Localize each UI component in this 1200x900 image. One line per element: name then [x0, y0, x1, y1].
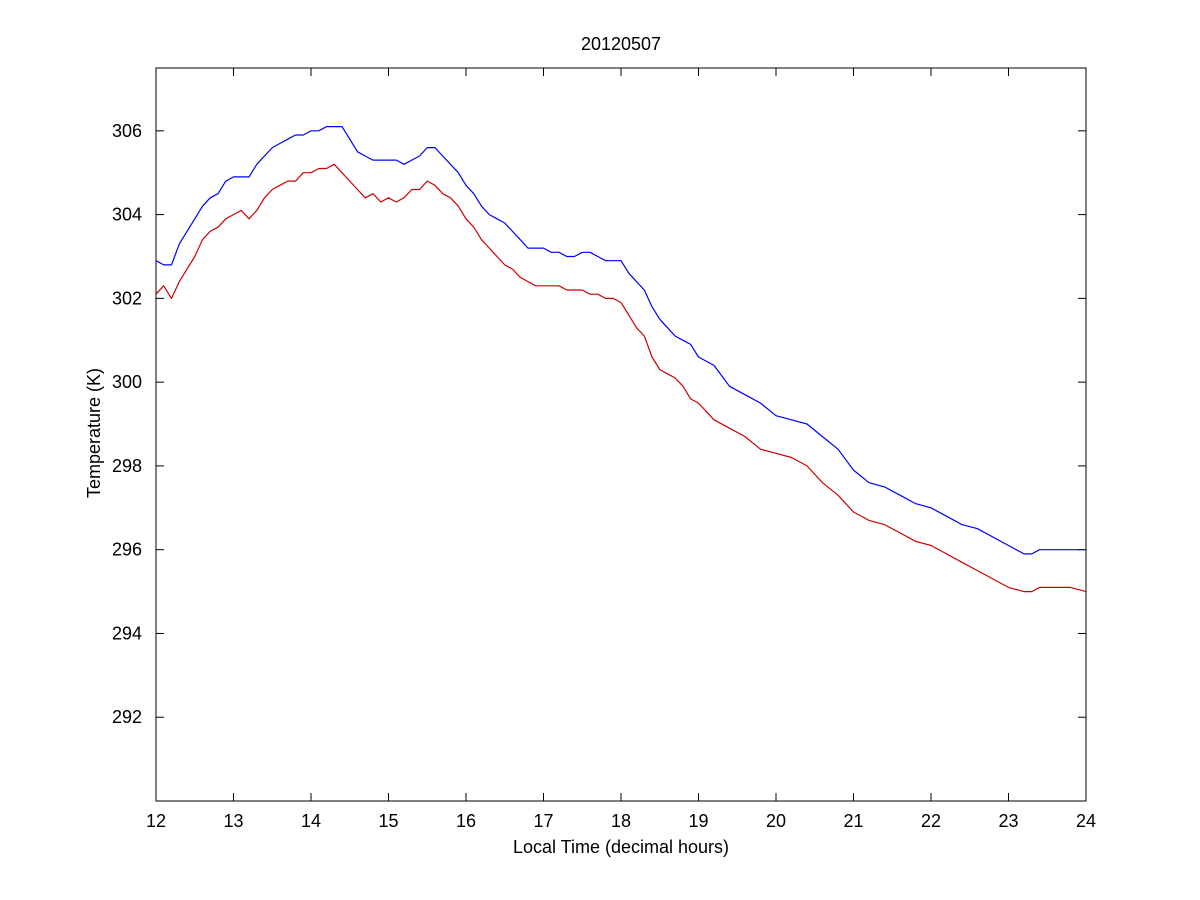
- y-tick-label-296: 296: [112, 540, 142, 560]
- x-axis-label: Local Time (decimal hours): [513, 837, 729, 857]
- x-tick-label-16: 16: [456, 811, 476, 831]
- chart-title: 20120507: [581, 34, 661, 54]
- y-tick-label-304: 304: [112, 205, 142, 225]
- plot-area: 12 13 14 15 16 17 18 19 20 21 22 23 24 292 294 296 298 30…: [112, 67, 1096, 831]
- x-tick-label-17: 17: [533, 811, 553, 831]
- x-tick-label-15: 15: [378, 811, 398, 831]
- x-tick-label-22: 22: [921, 811, 941, 831]
- x-tick-label-19: 19: [688, 811, 708, 831]
- x-tick-label-18: 18: [611, 811, 631, 831]
- y-tick-label-300: 300: [112, 372, 142, 392]
- y-tick-label-302: 302: [112, 288, 142, 308]
- x-tick-label-23: 23: [998, 811, 1018, 831]
- x-tick-label-21: 21: [843, 811, 863, 831]
- series-line-2: [155, 163, 1087, 593]
- x-tick-label-14: 14: [301, 811, 321, 831]
- series-line-1: [155, 125, 1086, 555]
- x-tick-label-20: 20: [766, 811, 786, 831]
- y-tick-label-306: 306: [112, 121, 142, 141]
- y-tick-label-298: 298: [112, 456, 142, 476]
- x-tick-label-13: 13: [223, 811, 243, 831]
- y-axis-label: Temperature (K): [84, 368, 104, 498]
- x-tick-label-12: 12: [146, 811, 166, 831]
- y-tick-label-294: 294: [112, 623, 142, 643]
- plot-frame: [155, 67, 1087, 802]
- x-tick-label-24: 24: [1076, 811, 1096, 831]
- y-tick-label-292: 292: [112, 707, 142, 727]
